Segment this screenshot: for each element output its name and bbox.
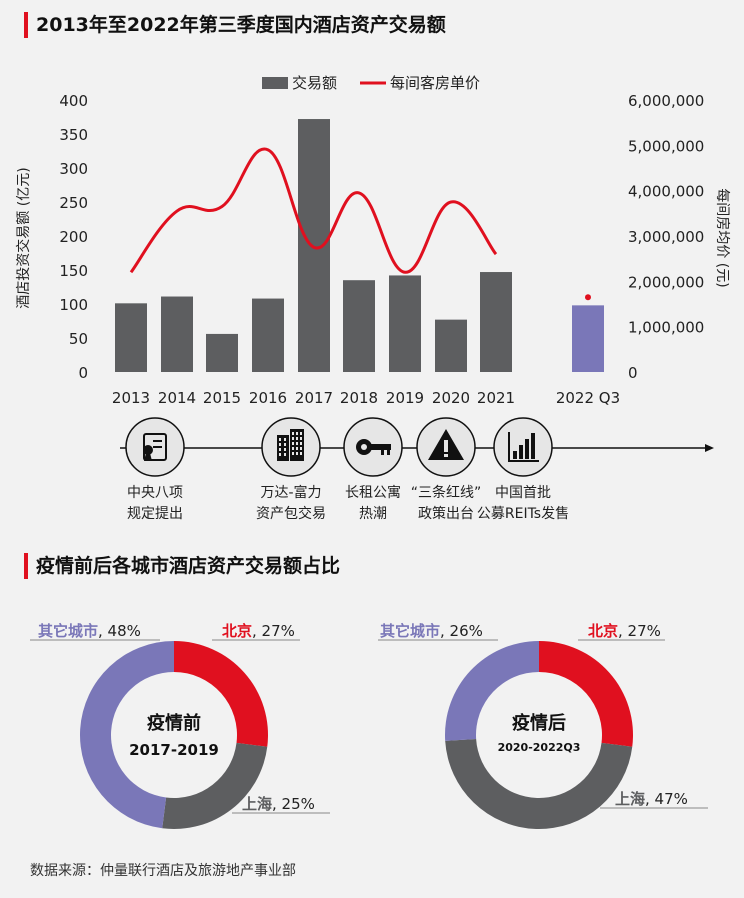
y-tick-label: 100 xyxy=(59,296,88,314)
bar xyxy=(480,272,512,372)
donut-slice xyxy=(445,738,633,829)
timeline-label-line1: 长租公寓 xyxy=(345,484,401,501)
x-tick-label: 2021 xyxy=(477,389,515,407)
bar xyxy=(435,319,467,372)
y2-axis-ticks: 0 1,000,000 2,000,000 3,000,000 4,000,000 5,0… xyxy=(628,92,704,382)
donut-slice xyxy=(174,641,268,747)
y-tick-label: 350 xyxy=(59,126,88,144)
donut-slice xyxy=(79,641,174,829)
donut-slice xyxy=(162,742,268,829)
y2-tick-label: 0 xyxy=(628,364,638,382)
certificate-icon xyxy=(143,433,167,461)
donut-callout: 其它城市, 26% xyxy=(378,622,498,641)
donut-callout-label: 北京, 27% xyxy=(222,622,295,640)
legend-bar-swatch xyxy=(262,77,288,89)
donut-callout: 上海, 25% xyxy=(232,795,330,814)
donut-callout: 北京, 27% xyxy=(578,622,665,641)
bar xyxy=(115,303,147,372)
donut-callout-label: 上海, 25% xyxy=(242,795,315,813)
x-tick-label: 2013 xyxy=(112,389,150,407)
timeline-label-line1: 中央八项 xyxy=(127,485,183,501)
y-axis-title: 酒店投资交易额 (亿元) xyxy=(15,167,32,308)
x-tick-label: 2022 Q3 xyxy=(556,389,620,407)
x-axis-ticks: 2013 2014 2015 2016 2017 2018 2019 2020 2021 2022… xyxy=(112,389,620,407)
bar xyxy=(206,333,238,372)
key-icon xyxy=(356,439,391,455)
bar xyxy=(252,298,284,372)
chart-title: 2013年至2022年第三季度国内酒店资产交易额 xyxy=(24,12,446,38)
timeline-label-line2: 资产包交易 xyxy=(256,505,326,522)
y2-tick-label: 1,000,000 xyxy=(628,319,704,337)
bar xyxy=(389,275,421,372)
legend-line-label: 每间客房单价 xyxy=(390,74,480,92)
x-tick-label: 2019 xyxy=(386,389,424,407)
y2-tick-label: 5,000,000 xyxy=(628,137,704,155)
legend-bar-label: 交易额 xyxy=(292,74,337,92)
y-tick-label: 150 xyxy=(59,262,88,280)
y2-tick-label: 3,000,000 xyxy=(628,228,704,246)
donut-center-label: 疫情后 xyxy=(512,712,566,734)
price-line xyxy=(129,147,498,274)
donut-center-sublabel: 2017-2019 xyxy=(129,741,219,759)
bar-series xyxy=(115,119,604,372)
y-axis-ticks: 0 50 100 150 200 250 300 350 400 xyxy=(59,92,88,382)
donut-before: 疫情前 2017-2019 北京, 27% 上海, 25% 其它城市, 48% xyxy=(30,622,330,829)
y-tick-label: 250 xyxy=(59,194,88,212)
donut-charts: 疫情前 2017-2019 北京, 27% 上海, 25% 其它城市, 48% 疫情后 2… xyxy=(30,622,708,829)
donut-slice xyxy=(445,641,539,741)
donut-callout-label: 其它城市, 48% xyxy=(38,622,141,640)
timeline-label-line1: “三条红线” xyxy=(411,484,482,501)
warning-icon xyxy=(428,429,464,460)
timeline-label-line1: 万达-富力 xyxy=(260,484,321,501)
timeline-label-line2: 热潮 xyxy=(359,506,387,522)
timeline-label-line2: 公募REITs发售 xyxy=(477,506,569,522)
timeline-label-line1: 中国首批 xyxy=(495,485,551,501)
donut-callout: 其它城市, 48% xyxy=(30,622,160,641)
legend: 交易额 每间客房单价 xyxy=(262,74,480,92)
y-tick-label: 200 xyxy=(59,228,88,246)
x-tick-label: 2015 xyxy=(203,389,241,407)
bar xyxy=(343,280,375,372)
donut-slice xyxy=(539,641,634,747)
y2-tick-label: 2,000,000 xyxy=(628,273,704,291)
y2-axis-title: 每间房均价 (元) xyxy=(714,188,730,287)
building-icon xyxy=(277,429,304,461)
y-tick-label: 0 xyxy=(78,364,88,382)
donut-after: 疫情后 2020-2022Q3 北京, 27% 上海, 47% 其它城市, 26% xyxy=(378,622,708,829)
bar xyxy=(572,305,604,372)
x-tick-label: 2017 xyxy=(295,389,333,407)
x-tick-label: 2014 xyxy=(158,389,196,407)
timeline-arrow xyxy=(705,444,714,452)
donut-callout: 北京, 27% xyxy=(212,622,300,641)
y-tick-label: 400 xyxy=(59,92,88,110)
timeline-label-line2: 规定提出 xyxy=(127,506,183,522)
bar xyxy=(161,296,193,372)
donut-callout-label: 北京, 27% xyxy=(588,622,661,640)
y2-tick-label: 4,000,000 xyxy=(628,183,704,201)
section-title-pies: 疫情前后各城市酒店资产交易额占比 xyxy=(24,553,340,579)
timeline: 中央八项规定提出万达-富力资产包交易长租公寓热潮“三条红线”政策出台中国首批公募… xyxy=(125,417,569,522)
donut-callout-label: 上海, 47% xyxy=(615,790,688,808)
y2-tick-label: 6,000,000 xyxy=(628,92,704,110)
timeline-label-line2: 政策出台 xyxy=(418,505,474,522)
x-tick-label: 2020 xyxy=(432,389,470,407)
y-tick-label: 300 xyxy=(59,160,88,178)
x-tick-label: 2016 xyxy=(249,389,287,407)
donut-center-sublabel: 2020-2022Q3 xyxy=(498,741,581,754)
donut-callout-label: 其它城市, 26% xyxy=(380,622,483,640)
donut-center-label: 疫情前 xyxy=(147,712,201,734)
donut-callout: 上海, 47% xyxy=(600,790,708,809)
timeline-event: “三条红线” 政策出台 xyxy=(411,417,482,522)
bar-line-chart: 交易额 每间客房单价 酒店投资交易额 (亿元) 每间房均价 (元) 0 50 100… xyxy=(15,74,730,522)
x-tick-label: 2018 xyxy=(340,389,378,407)
bar-chart-icon xyxy=(508,432,539,462)
bar xyxy=(298,119,330,372)
y-tick-label: 50 xyxy=(69,330,88,348)
price-point-2022q3 xyxy=(585,294,591,301)
source-note: 数据来源：仲量联行酒店及旅游地产事业部 xyxy=(30,863,296,879)
